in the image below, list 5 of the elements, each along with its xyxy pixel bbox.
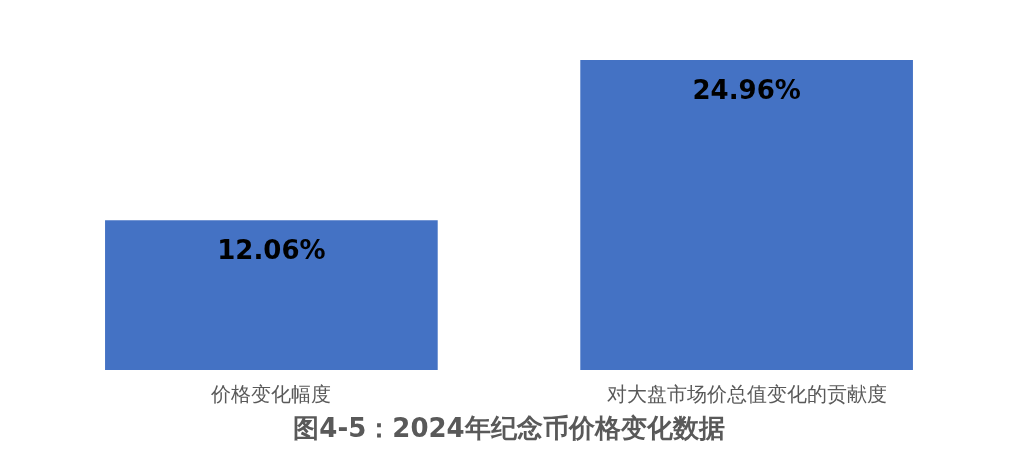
data-label: 12.06% xyxy=(217,235,326,266)
x-tick-label: 价格变化幅度 xyxy=(210,381,332,406)
text: 图4-5：2024年纪念币价格变化数据 xyxy=(293,413,725,443)
x-tick-label: 对大盘市场价总值变化的贡献度 xyxy=(606,381,887,406)
data-label: 24.96% xyxy=(692,75,801,105)
